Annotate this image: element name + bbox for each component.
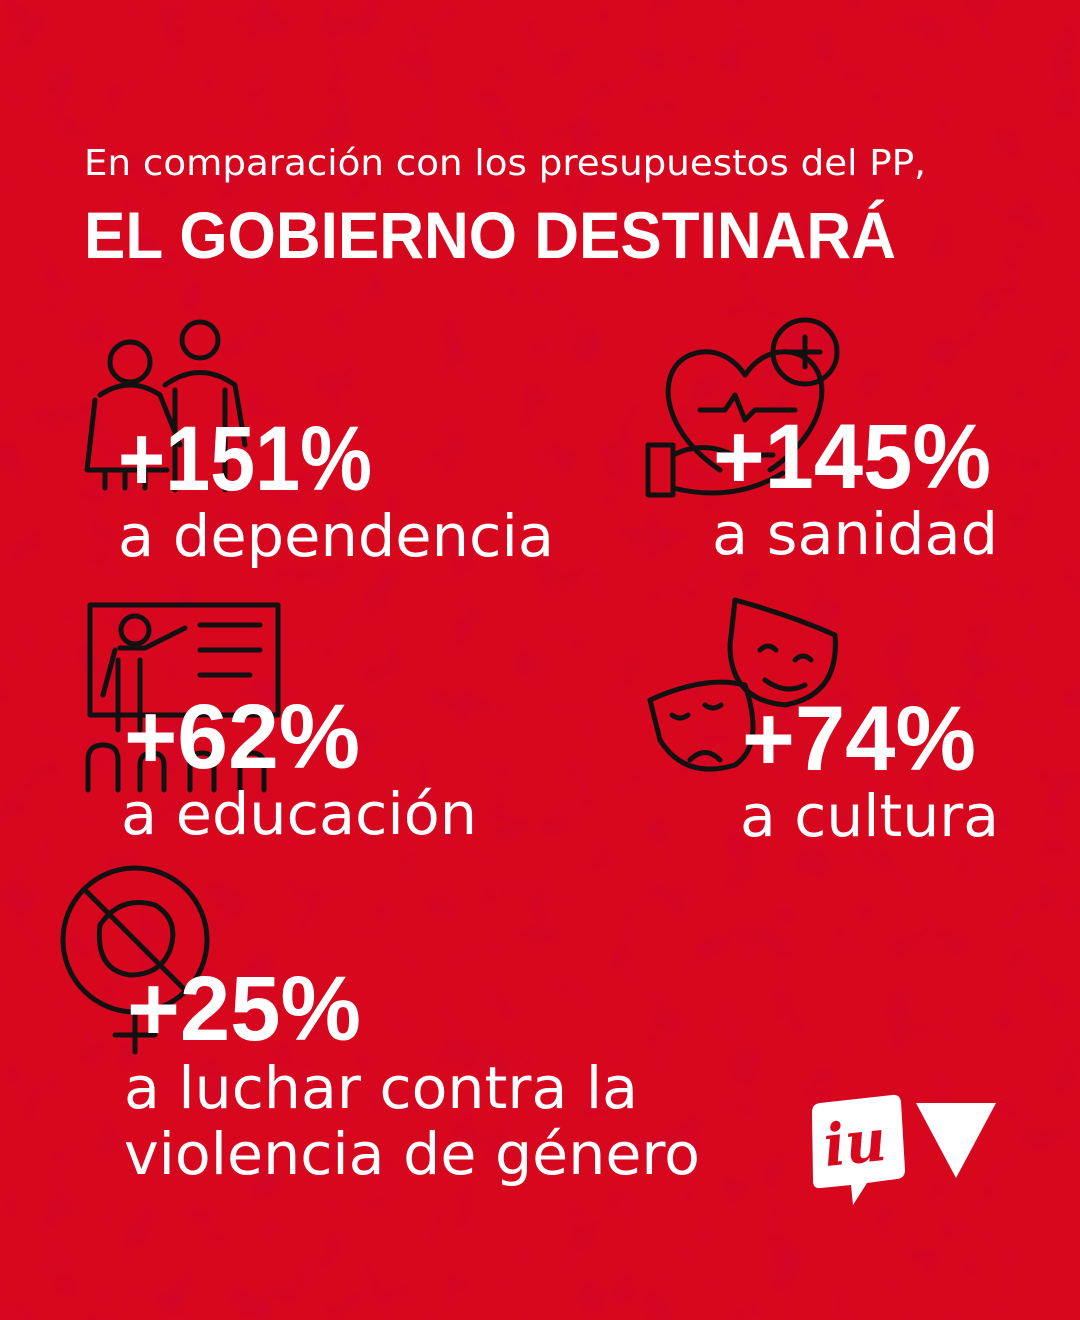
- item-value: +62%: [124, 686, 360, 788]
- item-value: +151%: [118, 408, 372, 510]
- logo-triangle: [916, 1103, 996, 1178]
- logo-iu: [812, 1094, 905, 1205]
- logo-iu-text: iu: [820, 1106, 889, 1180]
- title: EL GOBIERNO DESTINARÁ: [84, 198, 896, 272]
- item-label: a cultura: [740, 782, 999, 850]
- item-value: +74%: [742, 688, 976, 790]
- icon-health: [645, 317, 840, 498]
- item-label: a educación: [121, 780, 477, 848]
- item-label: violencia de género: [124, 1120, 700, 1188]
- item-label: a dependencia: [118, 502, 554, 570]
- icon-violence: [60, 865, 210, 1055]
- item-label: a luchar contra la: [124, 1054, 638, 1122]
- item-value: +145%: [713, 406, 991, 508]
- icon-dependency: [84, 319, 248, 493]
- item-value: +25%: [127, 958, 361, 1060]
- items: +151% a dependencia +145% a sanidad +62%…: [118, 406, 999, 1188]
- subtitle: En comparación con los presupuestos del …: [84, 143, 926, 184]
- icon-culture: [647, 597, 838, 772]
- icon-education: [85, 602, 281, 793]
- logos: iu: [812, 1094, 996, 1205]
- item-label: a sanidad: [712, 500, 998, 568]
